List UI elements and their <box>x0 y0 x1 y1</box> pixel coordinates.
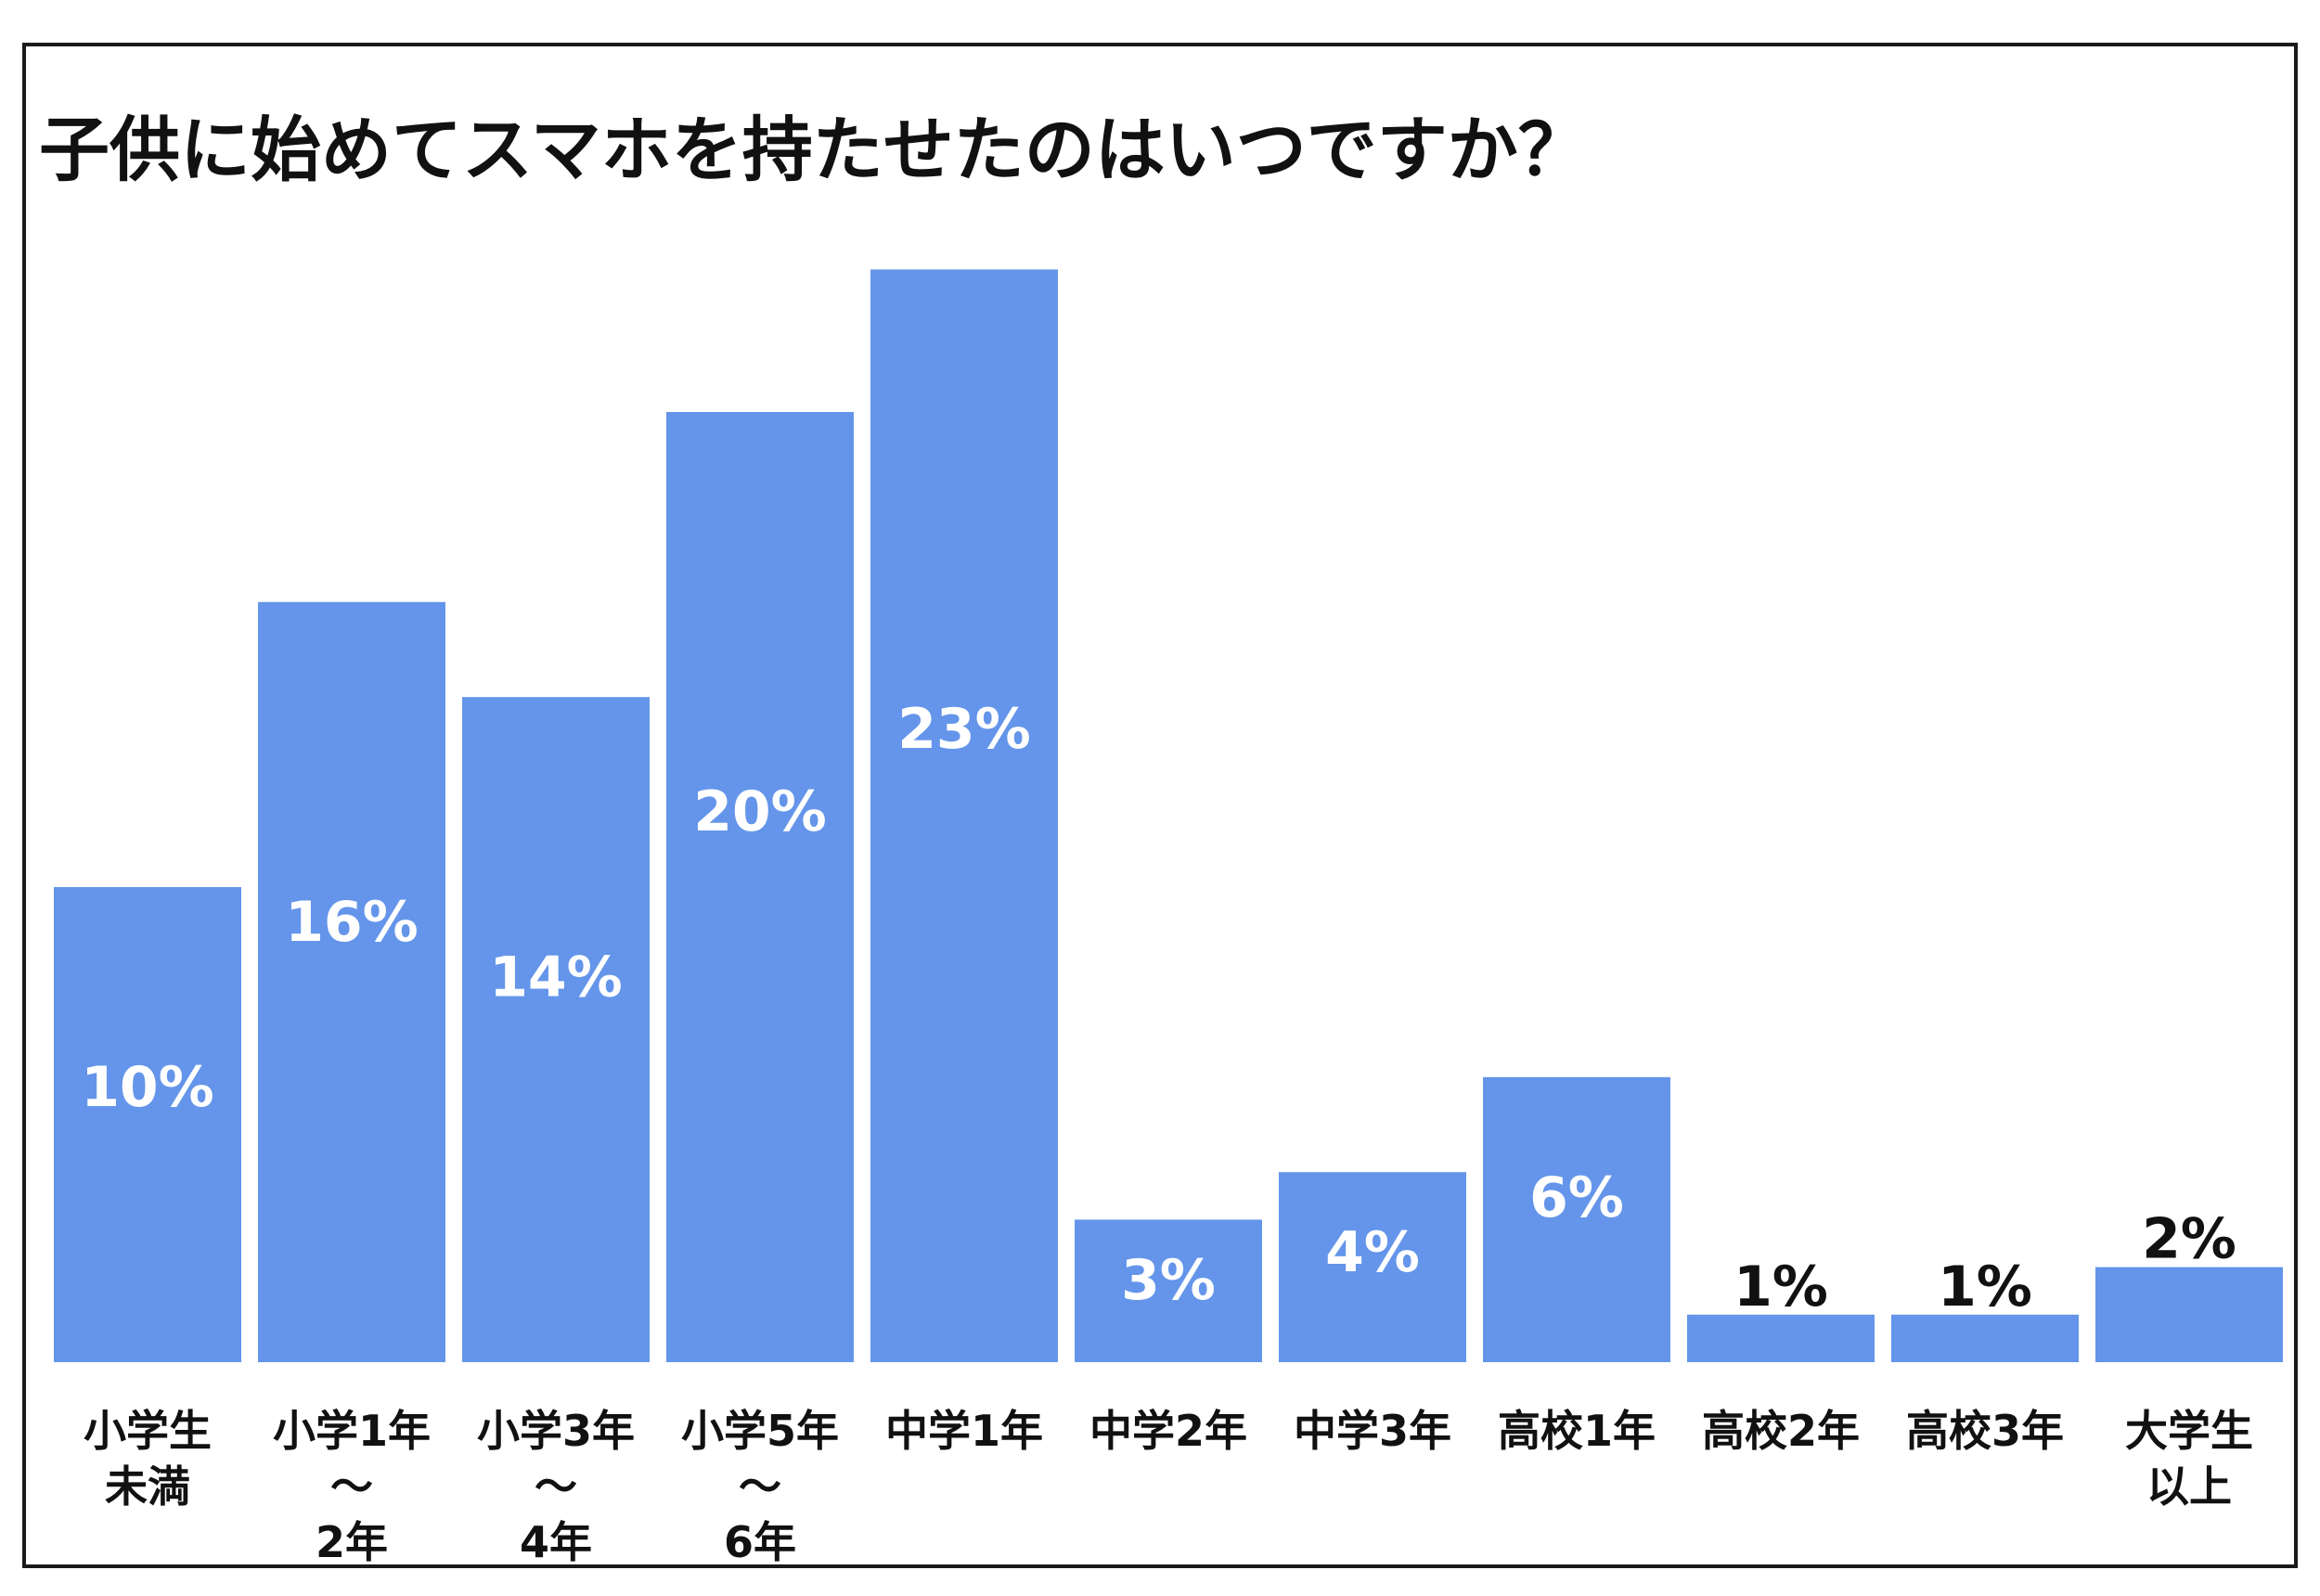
bar-10 <box>1891 1314 2079 1362</box>
chart-title: 子供に始めてスマホを持たせたのはいつですか？ <box>39 109 1589 191</box>
bar-3 <box>462 697 650 1362</box>
x-tick-label-9: 高校2年 <box>1702 1406 1860 1456</box>
value-label-1: 10% <box>81 1055 214 1120</box>
value-label-4: 20% <box>693 779 827 844</box>
value-label-6: 3% <box>1121 1248 1216 1313</box>
value-labels-group: 10% 16% 14% 20% 23% 3% 4% 6% 1% 1% 2% <box>81 697 2236 1319</box>
x-tick-label-3: 小学3年～ 4年 <box>477 1406 635 1567</box>
value-label-2: 16% <box>285 890 419 955</box>
x-tick-label-7: 中学3年 <box>1294 1406 1451 1456</box>
x-tick-label-6: 中学2年 <box>1089 1406 1247 1456</box>
value-label-8: 6% <box>1529 1165 1624 1230</box>
x-tick-label-4: 小学5年～ 6年 <box>681 1406 839 1567</box>
bar-11 <box>2095 1267 2283 1362</box>
bar-2 <box>258 601 445 1362</box>
bar-8 <box>1483 1076 1670 1362</box>
bar-4 <box>666 412 854 1362</box>
value-label-11: 2% <box>2142 1207 2236 1272</box>
bar-9 <box>1687 1314 1875 1362</box>
bar-1 <box>54 887 241 1362</box>
x-tick-label-5: 中学1年 <box>885 1406 1043 1456</box>
x-tick-label-1: 小学生未満 <box>84 1406 212 1512</box>
x-tick-label-2: 小学1年～ 2年 <box>273 1406 431 1567</box>
value-label-7: 4% <box>1325 1220 1420 1285</box>
bar-7 <box>1279 1172 1466 1362</box>
x-tick-label-10: 高校3年 <box>1906 1406 2064 1456</box>
value-label-9: 1% <box>1734 1255 1828 1319</box>
value-label-10: 1% <box>1938 1255 2032 1319</box>
bar-6 <box>1075 1219 1262 1362</box>
x-tick-label-11: 大学生以上 <box>2125 1406 2253 1512</box>
value-label-3: 14% <box>489 945 623 1010</box>
bar-5 <box>870 269 1058 1362</box>
value-label-5: 23% <box>897 697 1031 762</box>
bars-group <box>54 269 2283 1362</box>
x-tick-label-8: 高校1年 <box>1498 1406 1656 1456</box>
